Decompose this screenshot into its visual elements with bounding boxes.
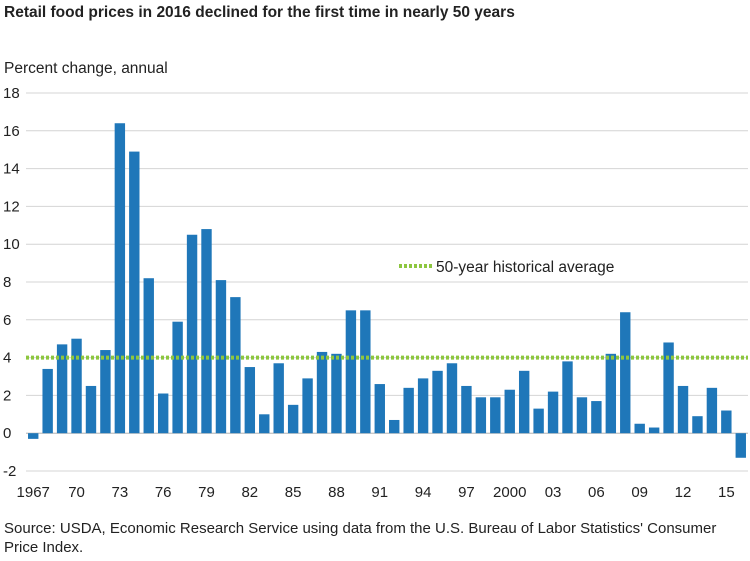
bar-1970 — [71, 338, 82, 434]
bar-1979 — [201, 229, 212, 434]
bar-2013 — [692, 416, 703, 434]
x-tick-label: 03 — [545, 484, 562, 501]
bar-1989 — [345, 310, 357, 434]
x-tick-label: 12 — [675, 484, 692, 501]
y-axis-ticks: -2 0 2 4 6 8 10 12 14 16 18 — [3, 85, 20, 480]
bar-1982 — [244, 367, 256, 434]
bar-2001 — [518, 370, 530, 434]
y-tick-label: 16 — [3, 123, 20, 140]
x-tick-label: 88 — [328, 484, 345, 501]
bar-2011 — [663, 342, 674, 434]
x-tick-label: 73 — [112, 484, 129, 501]
bar-2006 — [591, 401, 602, 434]
bar-1977 — [172, 321, 183, 434]
y-tick-label: 0 — [3, 425, 11, 442]
bar-2015 — [721, 410, 732, 434]
x-tick-label: 97 — [458, 484, 475, 501]
bar-1993 — [403, 387, 414, 434]
x-tick-label: 91 — [371, 484, 388, 501]
y-tick-label: -2 — [3, 463, 16, 480]
x-tick-label: 06 — [588, 484, 605, 501]
bars — [28, 123, 746, 458]
bar-1978 — [186, 234, 198, 434]
bar-1991 — [374, 384, 385, 434]
x-tick-label: 85 — [285, 484, 302, 501]
bar-1967 — [28, 433, 39, 439]
bar-1995 — [432, 370, 443, 434]
x-tick-label: 09 — [631, 484, 648, 501]
x-tick-label: 79 — [198, 484, 215, 501]
legend-label-average: 50-year historical average — [436, 259, 614, 276]
bar-1986 — [302, 378, 313, 434]
chart-title: Retail food prices in 2016 declined for … — [4, 4, 515, 21]
y-tick-label: 8 — [3, 274, 11, 291]
bar-1990 — [360, 310, 371, 434]
y-tick-label: 6 — [3, 312, 11, 329]
legend: 50-year historical average — [399, 259, 614, 276]
x-tick-label: 82 — [241, 484, 258, 501]
bar-1984 — [273, 363, 284, 434]
bar-1983 — [259, 414, 270, 434]
bar-1968 — [42, 368, 53, 434]
y-tick-label: 4 — [3, 350, 11, 367]
bar-1985 — [287, 404, 299, 434]
x-tick-label: 70 — [68, 484, 85, 501]
bar-1996 — [446, 363, 458, 434]
x-tick-label: 2000 — [493, 484, 526, 501]
x-tick-label: 15 — [718, 484, 735, 501]
x-axis-ticks: 1967 70 73 76 79 82 85 88 91 94 97 2000 03 06 09 12 15 — [17, 484, 735, 501]
bar-1969 — [56, 344, 68, 434]
bar-2012 — [677, 385, 689, 434]
bar-2000 — [504, 389, 515, 434]
x-tick-label: 94 — [415, 484, 432, 501]
x-tick-label: 1967 — [17, 484, 50, 501]
bar-1976 — [157, 393, 169, 434]
bar-1994 — [417, 378, 429, 434]
bar-2005 — [576, 397, 588, 434]
bar-1972 — [100, 350, 111, 434]
bar-2008 — [620, 312, 631, 434]
y-tick-label: 12 — [3, 198, 20, 215]
bar-1987 — [316, 351, 328, 434]
bar-1974 — [129, 151, 140, 434]
bar-2014 — [706, 387, 718, 434]
y-axis-label: Percent change, annual — [4, 60, 168, 77]
bar-1988 — [331, 353, 342, 434]
bar-1971 — [85, 385, 97, 434]
bar-2009 — [634, 423, 645, 434]
y-tick-label: 2 — [3, 387, 11, 404]
y-tick-label: 14 — [3, 161, 20, 178]
bar-2004 — [562, 361, 573, 434]
bar-1980 — [215, 280, 227, 434]
y-tick-label: 10 — [3, 236, 20, 253]
bar-1998 — [475, 397, 487, 434]
bar-1973 — [114, 123, 126, 434]
bar-1997 — [461, 385, 472, 434]
bar-1999 — [490, 397, 501, 434]
source-note: Source: USDA, Economic Research Service … — [4, 520, 717, 556]
bar-1992 — [389, 419, 400, 434]
bar-1981 — [230, 297, 241, 434]
bar-2010 — [648, 427, 660, 434]
bar-2007 — [605, 353, 617, 434]
x-tick-label: 76 — [155, 484, 172, 501]
y-tick-label: 18 — [3, 85, 20, 102]
bar-2002 — [533, 408, 544, 434]
bar-2003 — [547, 391, 559, 434]
bar-2016 — [735, 433, 746, 458]
